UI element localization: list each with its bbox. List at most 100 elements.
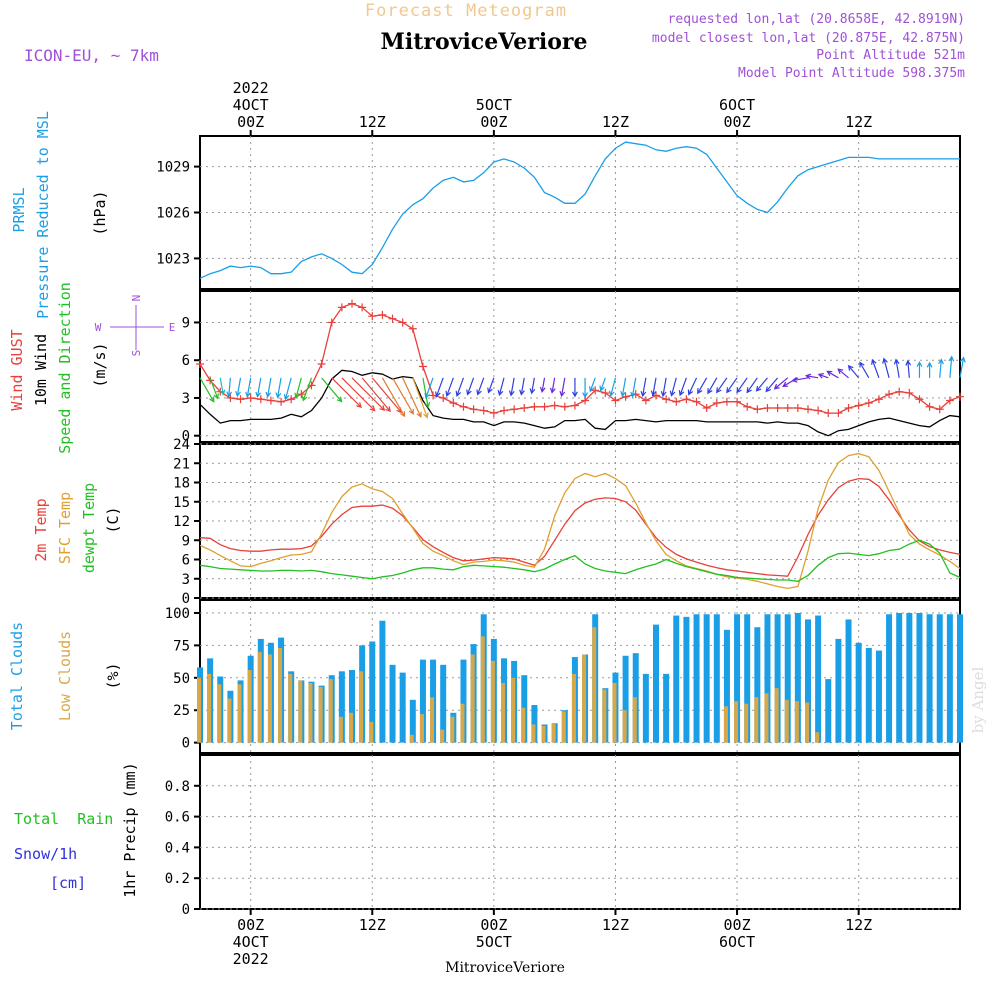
total-cloud-bar [379, 620, 386, 743]
gust-marker [692, 397, 701, 406]
tick-label-wind: 0 [182, 429, 190, 445]
total-cloud-bar [399, 672, 406, 743]
gust-marker [621, 392, 630, 401]
temp-labels: 2m Temp SFC Temp dewpt Temp (C) [32, 483, 122, 573]
gust-marker [540, 402, 549, 411]
wind-arrow [559, 377, 566, 398]
wind-arrow [572, 377, 578, 398]
wind-arrow [859, 361, 870, 379]
gust-marker [824, 409, 833, 418]
wind-arrow [959, 356, 966, 378]
low-cloud-bar [318, 686, 323, 743]
low-cloud-bar [531, 724, 536, 743]
top-axis-label: 12Z [359, 113, 386, 131]
bottom-axis-label: 00Z [237, 916, 264, 934]
low-cloud-bar [369, 721, 374, 743]
compass-west: W [95, 321, 102, 334]
gust-marker [337, 303, 346, 312]
tick-label-clouds: 100 [165, 606, 190, 622]
gust-marker [418, 362, 427, 371]
wind-arrow [466, 377, 475, 396]
gust-marker [550, 401, 559, 410]
gust-marker [662, 395, 671, 404]
total-cloud-bar [784, 614, 791, 743]
tick-label-clouds: 75 [173, 638, 190, 654]
tick-label-temp: 21 [173, 456, 190, 472]
gust-marker [702, 404, 711, 413]
gust-marker [895, 387, 904, 396]
wind-arrow [283, 377, 292, 401]
low-cloud-bar [774, 688, 779, 743]
total-cloud-bar [531, 705, 538, 743]
gust-marker [388, 314, 397, 323]
low-cloud-bar [257, 651, 262, 743]
low-cloud-bar [278, 647, 283, 743]
wind-arrow [381, 377, 406, 418]
total-cloud-bar [754, 627, 761, 743]
gust-marker [469, 405, 478, 414]
low-cloud-bar [338, 716, 343, 743]
gust-marker [570, 401, 579, 410]
low-cloud-bar [247, 670, 252, 743]
total-cloud-bar [389, 664, 396, 743]
gust-marker [246, 393, 255, 402]
low-cloud-bar [592, 627, 597, 743]
wind-arrow [697, 377, 708, 395]
gust-marker [722, 397, 731, 406]
wind-arrow [331, 377, 362, 409]
low-cloud-bar [267, 654, 272, 743]
gust-marker [459, 402, 468, 411]
closest-coordinates: model closest lon,lat (20.875E, 42.875N) [652, 31, 965, 46]
total-cloud-bar [663, 673, 670, 743]
wind-series [196, 299, 966, 437]
low-cloud-bar [744, 703, 749, 743]
wind-arrow [620, 377, 627, 398]
wind-arrow [882, 357, 890, 378]
gust-label: Wind GUST [8, 329, 26, 410]
gust-marker [885, 390, 894, 399]
tick-label-temp: 0 [182, 591, 190, 607]
wind-arrow [301, 377, 313, 402]
total-cloud-bar [845, 619, 852, 743]
snow-unit-label: [cm] [50, 874, 86, 892]
wind-arrow [716, 377, 728, 394]
total-cloud-bar [703, 614, 710, 743]
gust-marker [591, 386, 600, 395]
precip-unit: 1hr Precip (mm) [121, 762, 139, 897]
tick-label-wind: 6 [182, 353, 190, 369]
tick-label-temp: 18 [173, 476, 190, 492]
temp-series [199, 452, 961, 590]
credit-watermark: by Angel [969, 666, 987, 733]
total-cloud-bar [865, 647, 872, 743]
total-cloud-bar [916, 612, 923, 743]
gust-marker [915, 395, 924, 404]
dewpt-label: dewpt Temp [80, 483, 98, 573]
temp2m-line [199, 477, 961, 577]
wind-arrow [826, 370, 839, 379]
low-clouds-label: Low Clouds [56, 631, 74, 721]
tick-label-temp: 24 [173, 437, 190, 453]
gust-marker [763, 404, 772, 413]
wind-arrow [650, 377, 657, 397]
tick-label-precip: 0.2 [165, 871, 190, 887]
wind-arrow [736, 377, 748, 394]
bottom-axis-label: 4OCT [233, 933, 269, 951]
wind-label: 10m Wind [32, 334, 50, 406]
top-axis-label: 12Z [602, 113, 629, 131]
wind-arrow [487, 377, 495, 394]
wind-arrow [847, 364, 860, 379]
gust-marker [956, 392, 964, 401]
wind-arrow [255, 377, 262, 398]
gust-marker [398, 318, 407, 327]
low-cloud-bar [298, 680, 303, 743]
wind-arrow [422, 377, 431, 409]
wind-arrow [294, 377, 302, 399]
gust-marker [530, 402, 539, 411]
gust-marker [935, 405, 944, 414]
gust-marker [256, 395, 265, 404]
top-axis-label: 4OCT [233, 96, 269, 114]
wind-arrow [746, 377, 758, 394]
gust-marker [348, 299, 356, 308]
prmsl-label: PRMSL [10, 187, 28, 232]
